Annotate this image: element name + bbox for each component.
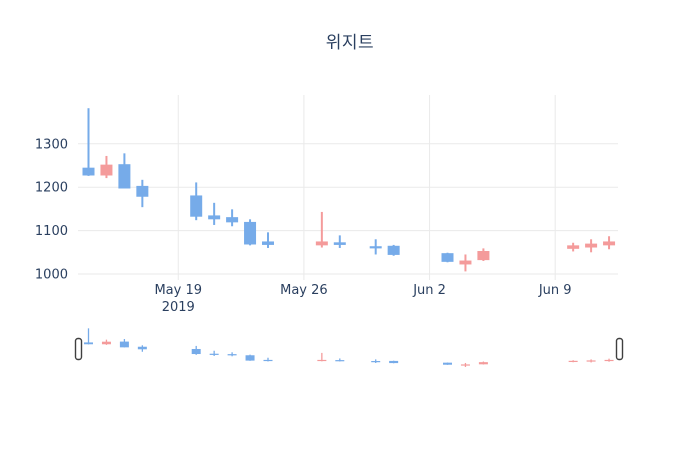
rangeslider-candle-2019-05-31 xyxy=(389,360,399,364)
candle-body xyxy=(369,246,382,249)
candle-2019-06-12[interactable] xyxy=(603,236,616,250)
rangeslider-candle-2019-05-27 xyxy=(317,352,327,362)
candle-body xyxy=(389,360,399,364)
y-tick-label: 1200 xyxy=(35,181,68,196)
rangeslider-candle-2019-05-22 xyxy=(227,352,237,357)
candle-body xyxy=(478,362,488,365)
candle-body xyxy=(263,359,273,362)
rangeslider-candle-2019-05-16 xyxy=(119,339,129,348)
candle-2019-05-28[interactable] xyxy=(333,235,346,248)
candle-body xyxy=(441,253,454,262)
candle-2019-05-31[interactable] xyxy=(387,244,400,256)
rangeslider-candles xyxy=(84,328,614,367)
rangeslider-candle-2019-05-15 xyxy=(101,339,111,345)
rangeslider-candle-2019-05-23 xyxy=(245,354,255,361)
candle-2019-05-23[interactable] xyxy=(244,219,257,246)
rangeslider-candle-2019-06-05 xyxy=(478,361,488,365)
candle-2019-06-04[interactable] xyxy=(459,254,472,272)
candle-2019-05-30[interactable] xyxy=(369,239,382,255)
y-tick-label: 1300 xyxy=(35,137,68,152)
candle-body xyxy=(335,360,345,362)
candle-2019-05-17[interactable] xyxy=(136,179,149,208)
candle-2019-05-21[interactable] xyxy=(208,202,221,225)
candle-body xyxy=(191,348,201,355)
candle-body xyxy=(315,241,328,246)
rangeslider-handle-right[interactable] xyxy=(615,337,624,361)
y-tick-label: 1000 xyxy=(35,268,68,283)
candle-2019-05-24[interactable] xyxy=(262,232,274,248)
candle-body xyxy=(459,260,472,265)
x-tick-label: May 26 xyxy=(280,283,328,298)
candle-2019-06-10[interactable] xyxy=(567,242,580,252)
chart-title: 위지트 xyxy=(325,33,375,53)
rangeslider-candle-2019-06-11 xyxy=(586,359,596,363)
rangeslider-candle-2019-05-17 xyxy=(137,345,147,352)
candle-2019-05-16[interactable] xyxy=(118,153,131,189)
candle-body xyxy=(100,164,113,176)
rangeslider-candle-2019-05-24 xyxy=(263,357,273,362)
candle-2019-06-11[interactable] xyxy=(585,239,598,253)
rangeslider-candle-2019-06-03 xyxy=(443,362,452,365)
candles-main xyxy=(82,108,616,272)
candle-2019-06-05[interactable] xyxy=(477,248,490,261)
candle-body xyxy=(244,221,257,245)
candle-2019-05-20[interactable] xyxy=(190,182,203,221)
rangeslider-candle-2019-05-20 xyxy=(191,345,201,355)
candle-body xyxy=(604,359,614,362)
x-tick-label: May 19 xyxy=(154,283,202,298)
candle-body xyxy=(460,364,470,366)
candle-body xyxy=(209,353,219,355)
candle-body xyxy=(262,241,274,245)
candle-body xyxy=(477,250,490,261)
rangeslider-candle-2019-05-21 xyxy=(209,350,219,356)
candle-body xyxy=(443,362,452,365)
candle-body xyxy=(227,354,237,356)
rangeslider-candle-2019-06-12 xyxy=(604,358,614,362)
rangeslider-track[interactable] xyxy=(78,326,621,372)
candle-body xyxy=(84,342,93,345)
candle-body xyxy=(387,245,400,255)
rangeslider-candle-2019-05-30 xyxy=(371,359,381,363)
rangeslider-handle-left[interactable] xyxy=(74,337,83,361)
candle-2019-05-27[interactable] xyxy=(315,211,328,248)
candle-body xyxy=(118,164,131,189)
candle-body xyxy=(82,167,95,176)
candle-body xyxy=(137,346,147,350)
candle-body xyxy=(190,195,203,217)
candle-body xyxy=(333,242,346,245)
candle-body xyxy=(208,215,221,220)
x-tick-label: Jun 9 xyxy=(538,283,572,298)
candle-body xyxy=(101,341,111,345)
candle-body xyxy=(603,241,616,246)
candle-body xyxy=(317,359,327,362)
candle-body xyxy=(245,355,255,361)
candle-2019-06-03[interactable] xyxy=(441,252,454,263)
candle-body xyxy=(568,360,578,363)
candle-body xyxy=(119,341,129,348)
candle-body xyxy=(586,360,596,362)
candle-2019-05-15[interactable] xyxy=(100,155,113,179)
y-tick-label: 1100 xyxy=(35,224,68,239)
rangeslider-candle-2019-06-04 xyxy=(460,362,470,367)
candle-body xyxy=(226,217,239,223)
candle-body xyxy=(371,361,381,363)
x-tick-year-label: 2019 xyxy=(162,300,195,315)
rangeslider-candle-2019-05-28 xyxy=(335,358,345,362)
candle-body xyxy=(567,245,580,249)
candle-2019-05-14[interactable] xyxy=(82,108,95,176)
rangeslider-candle-2019-06-10 xyxy=(568,360,578,363)
candle-2019-05-22[interactable] xyxy=(226,209,239,227)
rangeslider-candle-2019-05-14 xyxy=(84,328,93,345)
x-tick-label: Jun 2 xyxy=(412,283,446,298)
candle-body xyxy=(585,243,598,248)
candle-body xyxy=(136,185,149,197)
